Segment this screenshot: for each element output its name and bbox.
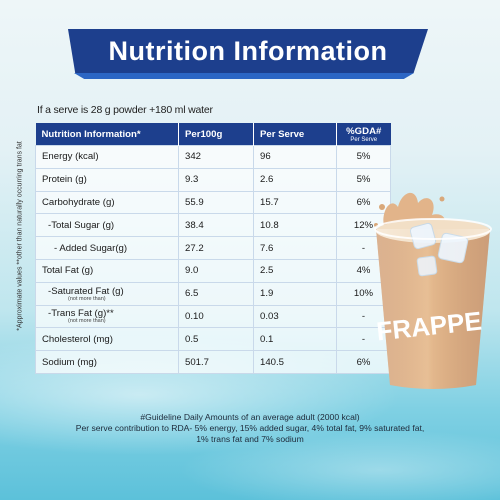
row-per100g: 6.5 — [178, 281, 254, 306]
table-header-row: Nutrition Information* Per100g Per Serve… — [35, 123, 391, 146]
row-gda: - — [336, 327, 391, 352]
row-per-serve: 15.7 — [253, 190, 337, 215]
table-row: Cholesterol (mg) 0.5 0.1 - — [35, 327, 391, 352]
row-label: -Trans Fat (g)** — [48, 308, 114, 320]
row-label: - Added Sugar(g) — [35, 236, 179, 260]
row-per-serve: 2.6 — [253, 167, 337, 192]
row-label: Energy (kcal) — [35, 145, 179, 169]
table-row: -Trans Fat (g)** (not more than) 0.10 0.… — [35, 304, 391, 329]
header-per100g: Per100g — [178, 123, 254, 146]
row-per-serve: 140.5 — [253, 350, 337, 374]
row-label-cell: -Trans Fat (g)** (not more than) — [35, 304, 179, 329]
row-gda: - — [336, 304, 391, 329]
row-per100g: 27.2 — [178, 236, 254, 260]
row-per100g: 38.4 — [178, 213, 254, 238]
row-per100g: 9.0 — [178, 258, 254, 283]
row-per100g: 9.3 — [178, 167, 254, 192]
row-per100g: 0.10 — [178, 304, 254, 329]
row-per-serve: 7.6 — [253, 236, 337, 260]
table-row: Total Fat (g) 9.0 2.5 4% — [35, 258, 391, 283]
row-per-serve: 96 — [253, 145, 337, 169]
row-per-serve: 10.8 — [253, 213, 337, 238]
row-label: Cholesterol (mg) — [35, 327, 179, 352]
row-label: Total Fat (g) — [35, 258, 179, 283]
row-label-cell: -Saturated Fat (g) (not more than) — [35, 281, 179, 306]
header-gda: %GDA# Per Serve — [336, 123, 391, 146]
table-row: -Saturated Fat (g) (not more than) 6.5 1… — [35, 281, 391, 306]
header-nutrient: Nutrition Information* — [35, 123, 179, 146]
row-label: Sodium (mg) — [35, 350, 179, 374]
table-row: Protein (g) 9.3 2.6 5% — [35, 167, 391, 192]
row-label: -Saturated Fat (g) — [48, 285, 124, 297]
row-per100g: 0.5 — [178, 327, 254, 352]
side-note-text: *Approximate values **other than natural… — [16, 141, 24, 331]
row-per100g: 501.7 — [178, 350, 254, 374]
row-per-serve: 2.5 — [253, 258, 337, 283]
row-per100g: 55.9 — [178, 190, 254, 215]
nutrition-table: Nutrition Information* Per100g Per Serve… — [35, 123, 391, 374]
title-banner — [68, 29, 428, 73]
table-row: Sodium (mg) 501.7 140.5 6% — [35, 350, 391, 374]
table-row: Carbohydrate (g) 55.9 15.7 6% — [35, 190, 391, 215]
footer-line-3: 1% trans fat and 7% sodium — [196, 434, 304, 444]
header-gda-sub: Per Serve — [350, 136, 378, 143]
table-row: -Total Sugar (g) 38.4 10.8 12% — [35, 213, 391, 238]
row-label-note: (not more than) — [68, 295, 106, 302]
frappe-cup-svg: FRAPPE — [374, 192, 492, 389]
frappe-cup-illustration: FRAPPE — [368, 185, 498, 395]
footer-line-2: Per serve contribution to RDA- 5% energy… — [75, 423, 425, 433]
header-gda-label: %GDA# — [346, 125, 382, 137]
serve-note: If a serve is 28 g powder +180 ml water — [37, 104, 213, 116]
row-gda: 6% — [336, 350, 391, 374]
table-row: Energy (kcal) 342 96 5% — [35, 145, 391, 169]
page-title: Nutrition Information — [108, 36, 388, 66]
row-label: -Total Sugar (g) — [35, 213, 179, 238]
row-gda: 4% — [336, 258, 391, 283]
header-per-serve: Per Serve — [253, 123, 337, 146]
title-banner-stripe — [74, 73, 414, 79]
row-label-note: (not more than) — [68, 318, 106, 325]
table-row: - Added Sugar(g) 27.2 7.6 - — [35, 236, 391, 260]
footer-notes: #Guideline Daily Amounts of an average a… — [0, 412, 500, 445]
footer-line-1: #Guideline Daily Amounts of an average a… — [140, 412, 360, 422]
row-gda: 5% — [336, 145, 391, 169]
row-per-serve: 1.9 — [253, 281, 337, 306]
row-label: Carbohydrate (g) — [35, 190, 179, 215]
row-per-serve: 0.1 — [253, 327, 337, 352]
row-per-serve: 0.03 — [253, 304, 337, 329]
row-gda: 10% — [336, 281, 391, 306]
row-label: Protein (g) — [35, 167, 179, 192]
row-per100g: 342 — [178, 145, 254, 169]
